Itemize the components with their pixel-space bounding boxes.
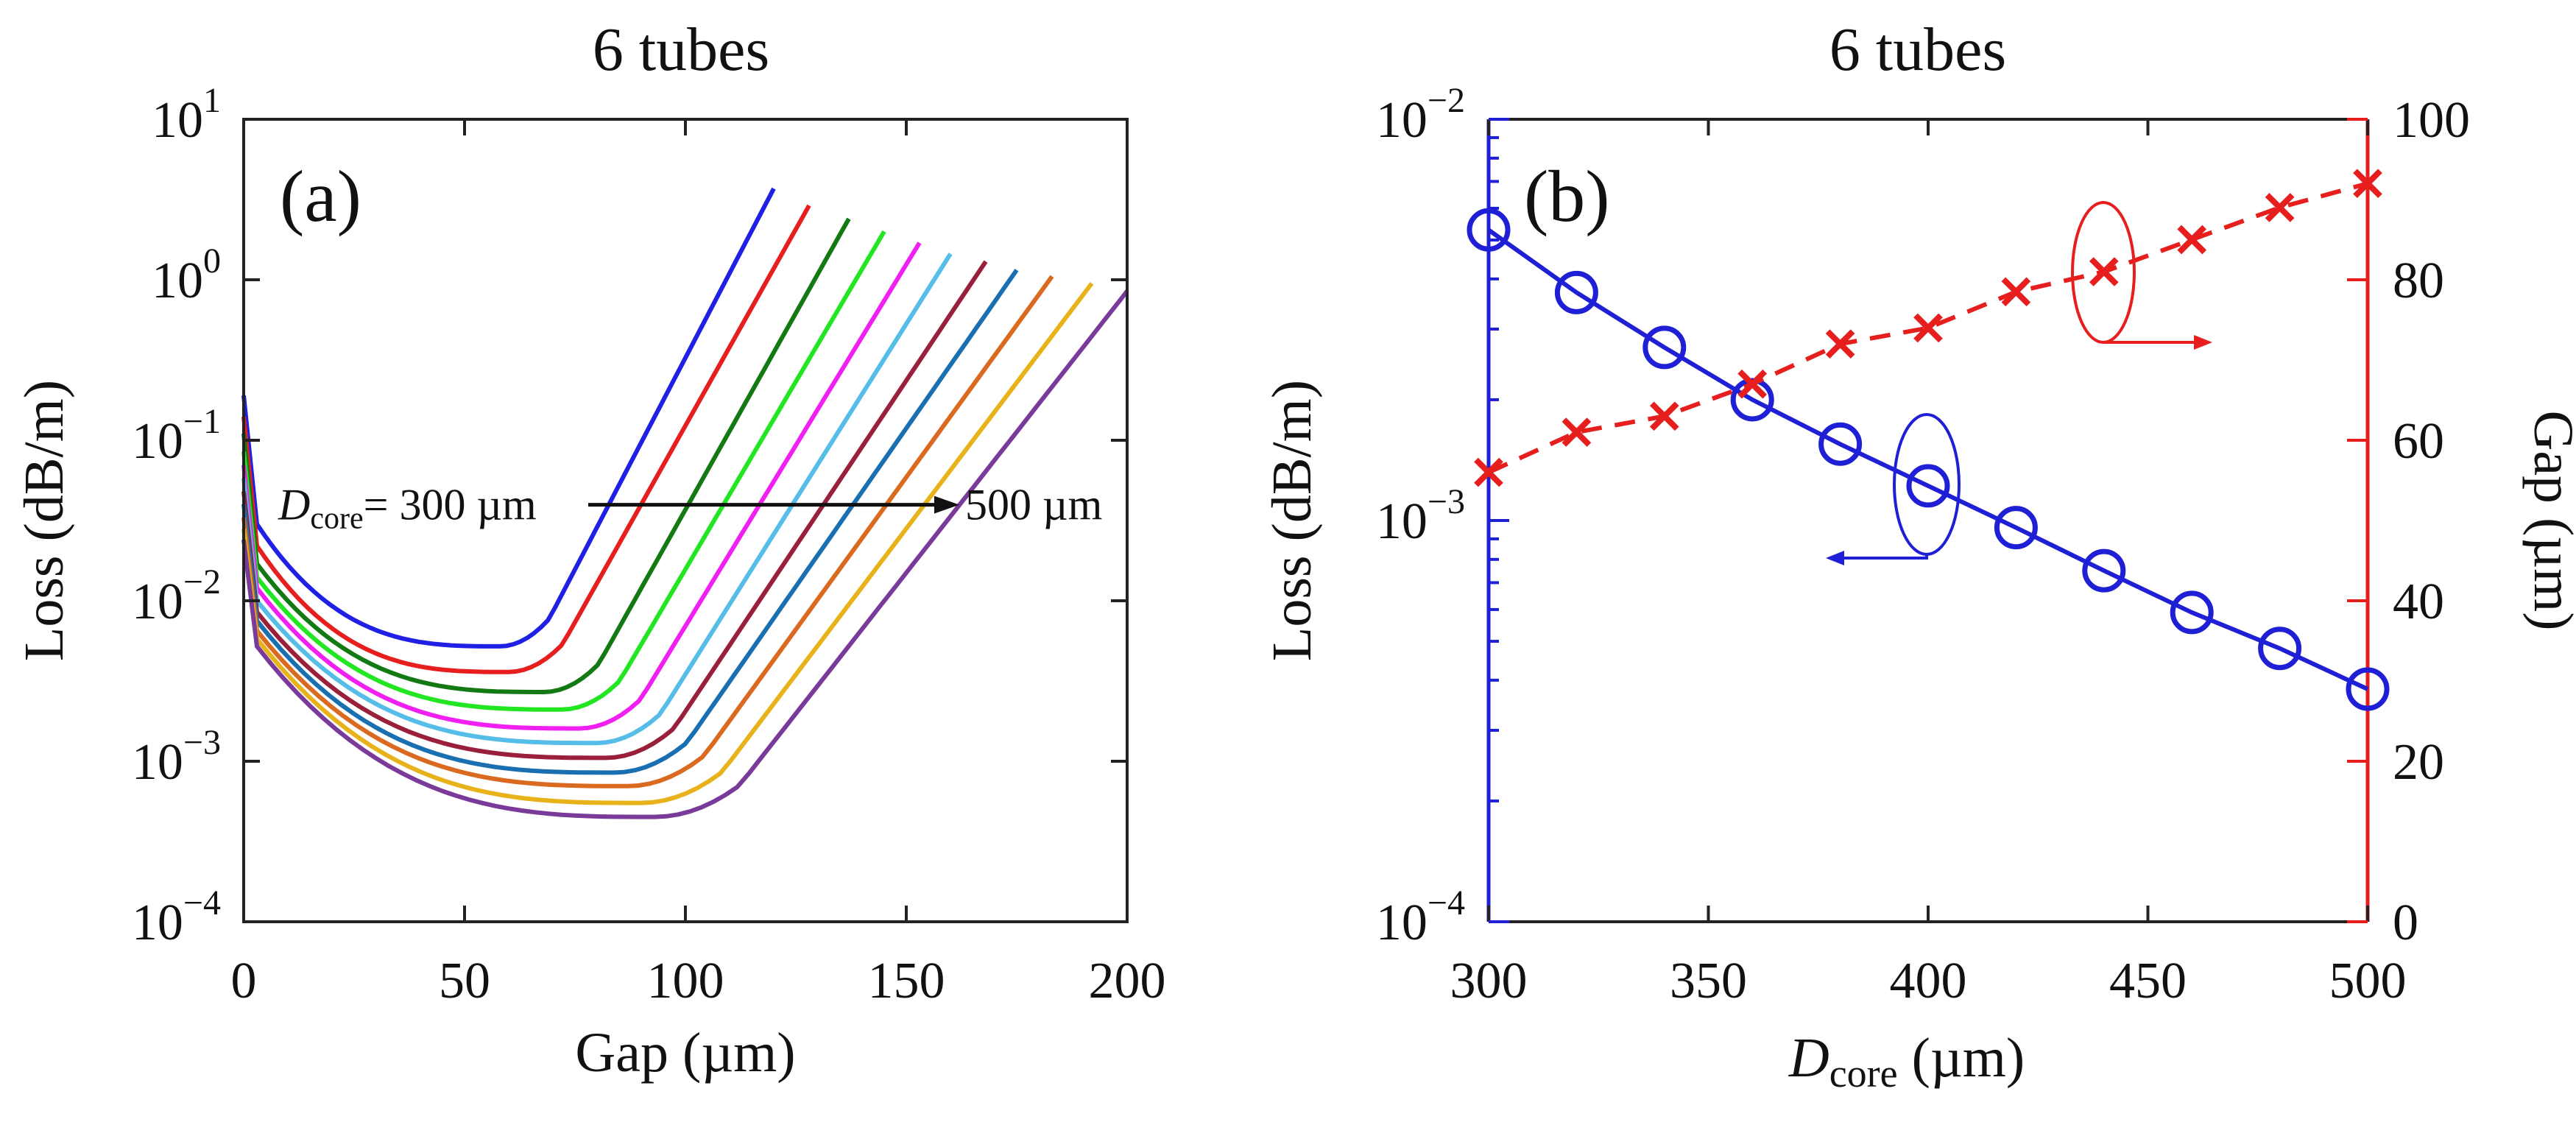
dcore-start-label: Dcore= 300 µm xyxy=(278,481,537,536)
loss-marker xyxy=(1818,422,1863,466)
panel-a-xtick-label: 50 xyxy=(439,953,490,1009)
dcore-start-value: = 300 µm xyxy=(364,481,537,529)
panel-b-xlabel-d: D xyxy=(1788,1027,1829,1089)
panel-a: 6 tubes 0 50 100 150 200 10−4 10−3 10−2 10−1 100 1… xyxy=(13,15,1166,1084)
panel-b-ytick-left-label: 10−2 xyxy=(1376,81,1465,149)
loss-curve xyxy=(241,204,811,674)
loss-marker xyxy=(1642,325,1687,370)
gap-marker xyxy=(2353,169,2382,199)
panel-b-ylabel-left: Loss (dB/m) xyxy=(1261,380,1323,661)
loss-curve xyxy=(241,275,1054,788)
dcore-end-label: 500 µm xyxy=(965,481,1102,529)
panel-b-xtick-label: 450 xyxy=(2109,953,2187,1009)
gap-marker xyxy=(1737,369,1768,399)
panel-a-label: (a) xyxy=(280,155,361,237)
panel-b-xlabel-sub: core xyxy=(1829,1051,1898,1095)
panel-a-ytick-label: 100 xyxy=(152,241,221,309)
panel-b-xtick-label: 300 xyxy=(1450,953,1528,1009)
loss-curve xyxy=(241,187,776,649)
panel-b-ytick-left-label: 10−4 xyxy=(1376,883,1465,951)
panel-b-axis-indicators xyxy=(1826,201,2212,565)
loss-marker xyxy=(2082,548,2126,593)
loss-curve xyxy=(241,241,922,731)
loss-series-line xyxy=(1487,227,2369,691)
panel-a-ytick-label: 10−3 xyxy=(132,723,221,791)
panel-a-xtick-label: 200 xyxy=(1089,953,1166,1009)
gap-marker xyxy=(1562,417,1592,447)
panel-a-annotation: Dcore= 300 µm 500 µm xyxy=(278,481,1102,536)
panel-b: 6 tubes 300 350 400 450 500 10−4 10−3 10−2 0 20 40… xyxy=(1261,15,2576,1095)
dcore-arrowhead xyxy=(934,495,959,514)
gap-marker xyxy=(1649,401,1679,431)
panel-a-ticks: 0 50 100 150 200 10−4 10−3 10−2 10−1 100 101 xyxy=(132,81,1166,1009)
loss-marker xyxy=(2170,590,2214,635)
loss-marker xyxy=(2258,627,2302,671)
loss-axis-indicator-arrowhead xyxy=(1826,551,1844,565)
panel-b-xtick-label: 350 xyxy=(1670,953,1747,1009)
dcore-sub: core xyxy=(310,502,363,536)
panel-b-ytick-right-label: 40 xyxy=(2393,574,2444,630)
loss-curve xyxy=(241,260,988,761)
panel-a-xlabel: Gap (µm) xyxy=(575,1022,795,1084)
loss-curve xyxy=(241,230,886,712)
panel-b-ytick-left-label: 10−3 xyxy=(1376,482,1465,550)
loss-marker xyxy=(2346,667,2390,711)
gap-marker xyxy=(1474,457,1503,487)
gap-marker xyxy=(1913,313,1943,343)
loss-marker xyxy=(1554,270,1598,314)
panel-a-xtick-label: 0 xyxy=(231,953,257,1009)
panel-b-xlabel: Dcore (µm) xyxy=(1788,1027,2025,1095)
gap-marker xyxy=(2177,225,2207,255)
panel-a-ytick-label: 10−2 xyxy=(132,562,221,630)
loss-curve xyxy=(241,289,1129,819)
panel-a-xtick-label: 150 xyxy=(868,953,945,1009)
panel-b-ytick-right-label: 20 xyxy=(2393,734,2444,791)
panel-a-title: 6 tubes xyxy=(593,15,769,84)
gap-marker xyxy=(2265,193,2295,222)
panel-b-title: 6 tubes xyxy=(1829,15,2006,84)
panel-b-ylabel-right: Gap (µm) xyxy=(2522,410,2576,630)
loss-axis-indicator-arrow xyxy=(1835,554,1928,560)
panel-a-xtick-label: 100 xyxy=(647,953,724,1009)
gap-axis-indicator-arrowhead xyxy=(2194,335,2212,350)
panel-b-ytick-right-label: 0 xyxy=(2393,895,2418,951)
gap-marker xyxy=(2089,257,2119,286)
panel-a-ytick-label: 10−1 xyxy=(132,402,221,470)
panel-a-ytick-label: 10−4 xyxy=(132,883,221,951)
panel-b-ytick-right-label: 100 xyxy=(2393,92,2470,149)
panel-b-label: (b) xyxy=(1524,155,1610,237)
panel-b-xlabel-unit: (µm) xyxy=(1898,1027,2025,1089)
panel-b-ytick-right-label: 60 xyxy=(2393,413,2444,470)
dcore-d: D xyxy=(278,481,310,529)
loss-marker xyxy=(1906,464,1950,508)
loss-curve xyxy=(241,217,851,694)
panel-b-series xyxy=(1467,169,2390,711)
loss-marker xyxy=(1994,506,2038,550)
panel-b-xtick-label: 400 xyxy=(1890,953,1967,1009)
panel-b-ytick-right-label: 80 xyxy=(2393,253,2444,309)
loss-curve xyxy=(241,282,1094,805)
panel-a-curves xyxy=(241,187,1129,819)
loss-marker xyxy=(1467,208,1511,252)
panel-a-ylabel: Loss (dB/m) xyxy=(13,380,75,661)
panel-a-ytick-label: 101 xyxy=(152,81,221,149)
loss-curve xyxy=(241,269,1019,775)
gap-marker xyxy=(1825,329,1855,359)
loss-curve xyxy=(241,253,953,746)
panel-b-ticks: 300 350 400 450 500 10−4 10−3 10−2 0 20 40 60 80 100 xyxy=(1376,81,2470,1009)
gap-marker xyxy=(2001,277,2031,307)
panel-b-xtick-label: 500 xyxy=(2329,953,2407,1009)
